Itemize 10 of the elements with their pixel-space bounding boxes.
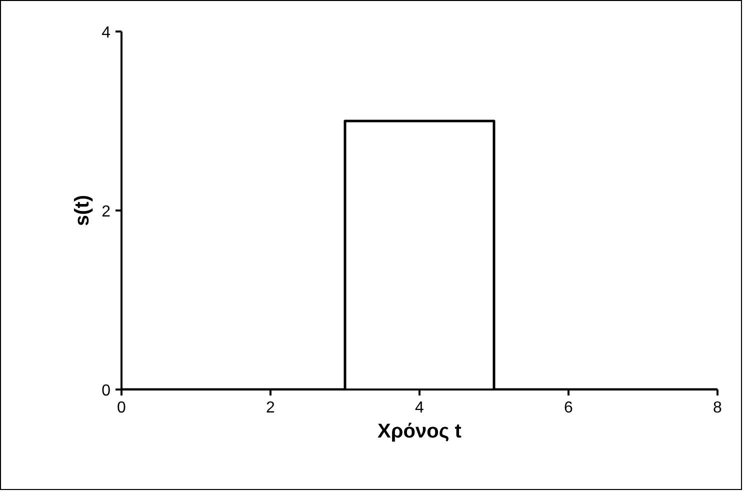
y-tick-label: 2 bbox=[102, 204, 111, 220]
x-tick-label: 8 bbox=[713, 400, 722, 416]
x-tick-label: 4 bbox=[415, 400, 424, 416]
x-tick-label: 6 bbox=[564, 400, 574, 416]
x-axis-title: Χρόνος t bbox=[378, 420, 462, 442]
y-tick-label: 4 bbox=[102, 24, 111, 42]
y-tick-label: 0 bbox=[102, 382, 111, 400]
x-tick-label: 2 bbox=[266, 400, 276, 416]
x-tick-label: 0 bbox=[117, 400, 126, 416]
y-axis-title: s(t) bbox=[72, 194, 94, 226]
